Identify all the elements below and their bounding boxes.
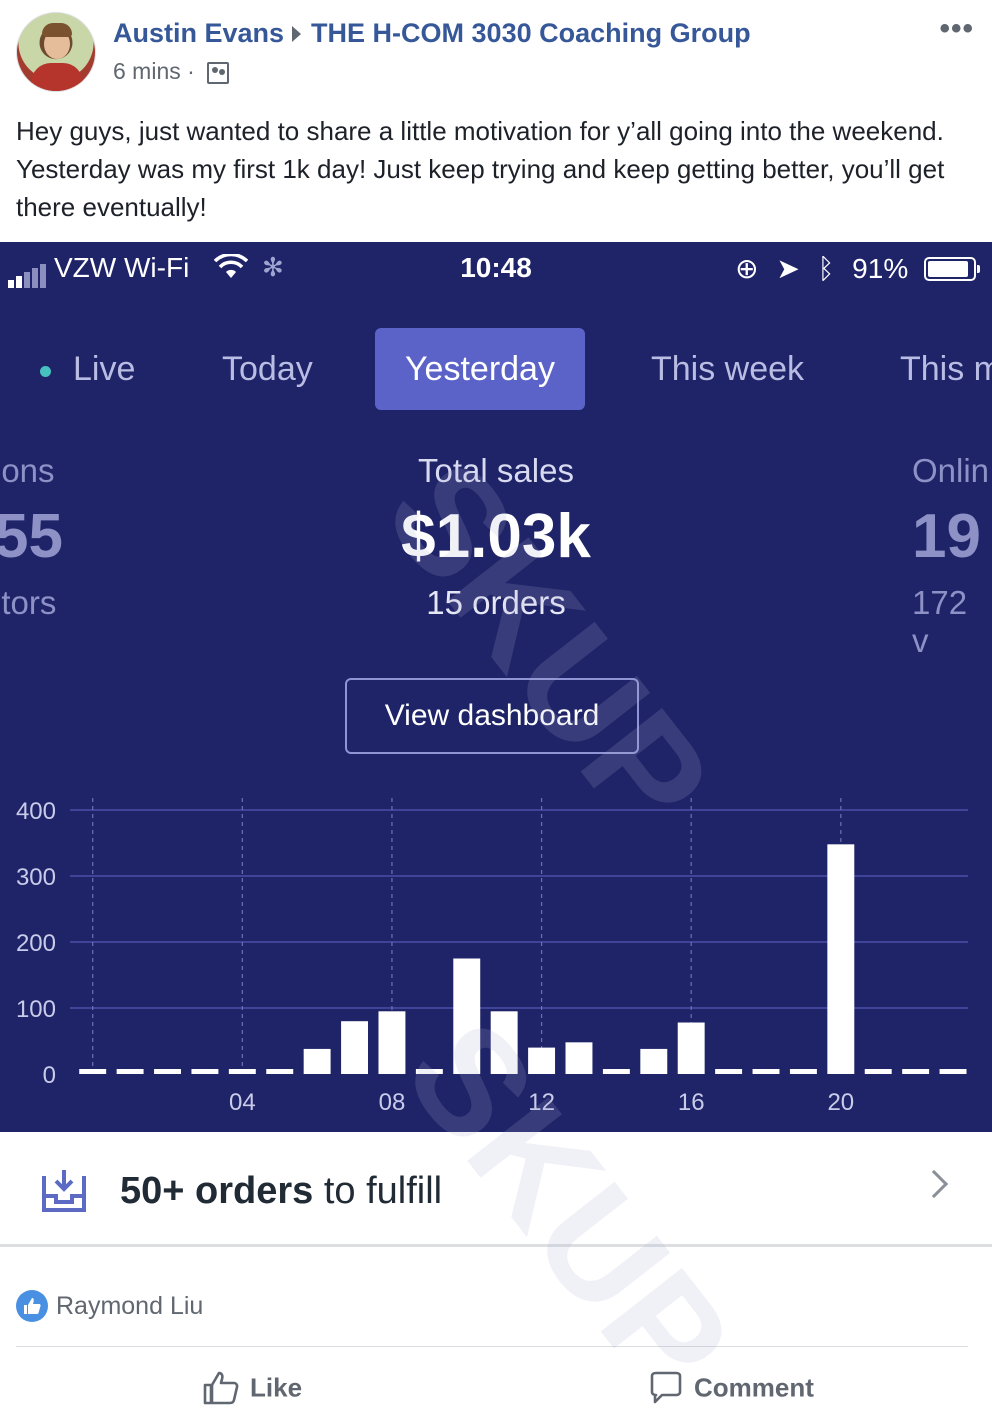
reactions-summary[interactable]: Raymond Liu: [16, 1290, 203, 1324]
x-tick-label: 04: [229, 1089, 256, 1116]
x-tick-label: 08: [379, 1089, 406, 1116]
wifi-icon: [213, 252, 249, 287]
battery-percent: 91%: [852, 253, 909, 284]
loading-spinner-icon: ✻: [262, 252, 284, 282]
bar-zero: [752, 1069, 780, 1074]
bar-zero: [154, 1069, 181, 1074]
bar-zero: [602, 1069, 630, 1074]
bar-zero: [228, 1069, 256, 1074]
caret-right-icon: [292, 25, 302, 42]
bar: [490, 1011, 518, 1074]
view-dashboard-button[interactable]: View dashboard: [345, 678, 639, 754]
bar-zero: [191, 1069, 219, 1074]
comment-bubble-icon: [650, 1371, 682, 1404]
bar-zero: [116, 1069, 144, 1074]
author-name[interactable]: Austin Evans: [113, 18, 285, 48]
bar-zero: [902, 1069, 930, 1074]
kpi-online-store[interactable]: Onlin 19 172 v: [912, 452, 990, 659]
chevron-right-icon: [919, 1169, 949, 1199]
post-names: Austin Evans THE H-COM 3030 Coaching Grou…: [113, 18, 751, 49]
inbox-download-icon: [42, 1170, 86, 1212]
like-button[interactable]: Like: [202, 1370, 302, 1406]
bar-zero: [789, 1069, 817, 1074]
avatar-shirt: [31, 63, 83, 91]
like-reaction-icon: [16, 1290, 48, 1322]
y-tick-label: 100: [16, 996, 56, 1023]
post-actions: Like Comment: [0, 1362, 992, 1416]
post-time[interactable]: 6 mins: [113, 58, 181, 84]
bar-zero: [266, 1069, 294, 1074]
bar: [453, 958, 481, 1074]
bar-zero: [415, 1069, 443, 1074]
post-header: Austin Evans THE H-COM 3030 Coaching Grou…: [0, 0, 992, 110]
reactor-name: Raymond Liu: [56, 1291, 204, 1320]
comment-button[interactable]: Comment: [648, 1370, 814, 1406]
rotation-lock-icon: ⊕: [735, 253, 759, 284]
more-options-icon[interactable]: •••: [939, 12, 974, 45]
bar-zero: [864, 1069, 892, 1074]
hourly-sales-chart: 400 300 200 100 0 04 08 12 16 20: [16, 798, 968, 1116]
total-sales-value: $1.03k: [401, 502, 591, 571]
orders-to-fulfill-text: 50+ orders to fulfill: [120, 1170, 443, 1212]
y-tick-label: 200: [16, 930, 56, 957]
tab-today[interactable]: Today: [222, 350, 313, 388]
order-count: 15 orders: [426, 584, 566, 621]
y-tick-label: 0: [43, 1062, 56, 1089]
bar-zero: [715, 1069, 743, 1074]
x-tick-label: 20: [827, 1089, 854, 1116]
avatar-hair: [42, 23, 72, 37]
status-right: ⊕ ➤ ᛒ 91%: [735, 252, 980, 285]
tab-live[interactable]: Live: [40, 328, 135, 410]
total-sales-label: Total sales: [418, 452, 574, 489]
actions-divider: [16, 1346, 968, 1347]
carrier-name: VZW Wi-Fi: [54, 252, 190, 283]
bar: [303, 1048, 331, 1074]
date-range-tabs: Live Today Yesterday This week This m: [0, 328, 992, 410]
tab-this-month[interactable]: This m: [900, 350, 992, 388]
group-name[interactable]: THE H-COM 3030 Coaching Group: [311, 18, 751, 48]
location-arrow-icon: ➤: [776, 253, 800, 284]
x-tick-label: 16: [678, 1089, 705, 1116]
bar: [565, 1042, 593, 1074]
bar-zero: [939, 1069, 967, 1074]
y-tick-label: 300: [16, 864, 56, 891]
bar: [341, 1021, 369, 1074]
status-time: 10:48: [460, 252, 532, 283]
tab-this-week[interactable]: This week: [651, 350, 805, 388]
thumbs-up-icon: [203, 1371, 239, 1405]
group-audience-icon: [207, 61, 230, 84]
tab-yesterday[interactable]: Yesterday: [375, 328, 585, 410]
bar: [640, 1048, 668, 1074]
post-text: Hey guys, just wanted to share a little …: [16, 116, 945, 222]
meta-separator: ·: [187, 58, 195, 84]
orders-to-fulfill-row[interactable]: 50+ orders to fulfill: [0, 1132, 992, 1244]
bar: [528, 1047, 556, 1074]
signal-icon: [8, 256, 48, 288]
status-bar: VZW Wi-Fi ✻ 10:48 ⊕ ➤ ᛒ 91%: [0, 242, 992, 294]
bar: [378, 1011, 406, 1074]
live-dot-icon: [40, 365, 51, 377]
bluetooth-icon: ᛒ: [817, 253, 835, 284]
bar: [677, 1022, 705, 1074]
post-meta: 6 mins ·: [113, 58, 230, 85]
section-divider: [0, 1244, 992, 1247]
bar: [827, 844, 855, 1074]
kpi-sessions[interactable]: ions 55 itors: [0, 452, 63, 621]
bar-zero: [79, 1069, 107, 1074]
battery-icon: [924, 257, 980, 281]
x-tick-label: 12: [528, 1089, 555, 1116]
phone-screenshot: VZW Wi-Fi ✻ 10:48 ⊕ ➤ ᛒ 91% Live Today Y…: [0, 242, 992, 1132]
author-avatar[interactable]: [16, 12, 96, 92]
y-tick-label: 400: [16, 798, 56, 825]
kpi-total-sales[interactable]: Total sales $1.03k 15 orders: [316, 452, 676, 622]
